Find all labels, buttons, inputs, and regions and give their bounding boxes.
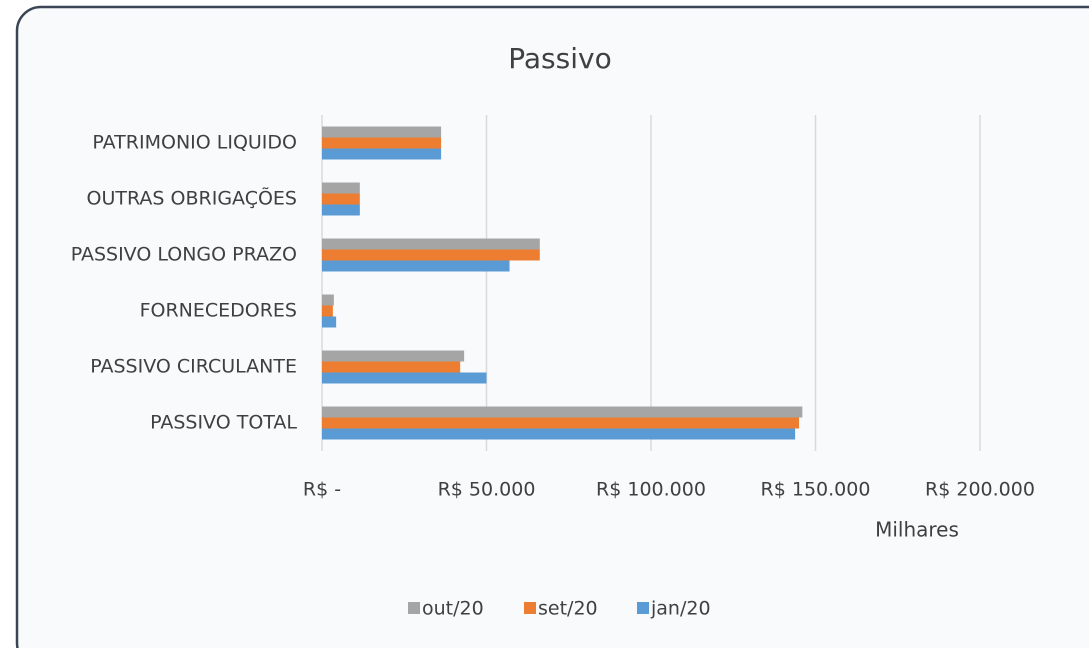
y-tick-label: PASSIVO TOTAL — [150, 412, 297, 434]
y-tick-label: PASSIVO LONGO PRAZO — [71, 244, 297, 266]
legend-label: set/20 — [538, 598, 598, 620]
bar — [322, 193, 360, 205]
bar — [322, 417, 800, 429]
bar — [322, 406, 803, 418]
bar — [322, 361, 461, 373]
bar — [322, 126, 442, 138]
bar — [322, 148, 442, 160]
x-tick-label: R$ 50.000 — [438, 479, 536, 501]
y-tick-label: FORNECEDORES — [140, 300, 297, 322]
x-tick-label: R$ 150.000 — [761, 479, 871, 501]
legend-swatch — [524, 602, 536, 614]
x-tick-label: R$ 200.000 — [925, 479, 1035, 501]
bar — [322, 249, 540, 261]
y-tick-label: PATRIMONIO LIQUIDO — [92, 132, 297, 154]
bar — [322, 137, 442, 149]
bar — [322, 294, 334, 306]
bar — [322, 316, 337, 328]
bar — [322, 260, 510, 272]
bar — [322, 204, 360, 216]
x-tick-label: R$ 100.000 — [596, 479, 706, 501]
y-tick-label: PASSIVO CIRCULANTE — [90, 356, 297, 378]
bar — [322, 182, 360, 194]
bar — [322, 428, 796, 440]
x-axis-label: Milhares — [875, 518, 959, 542]
legend-swatch — [637, 602, 649, 614]
bar — [322, 238, 540, 250]
legend-label: out/20 — [422, 598, 484, 620]
chart-frame — [15, 5, 1089, 648]
y-tick-label: OUTRAS OBRIGAÇÕES — [87, 187, 297, 210]
chart-title: Passivo — [508, 42, 611, 75]
x-tick-label: R$ - — [303, 479, 341, 501]
legend-swatch — [408, 602, 420, 614]
bar — [322, 350, 465, 362]
bar — [322, 305, 333, 317]
bar — [322, 372, 487, 384]
legend-label: jan/20 — [650, 598, 711, 620]
